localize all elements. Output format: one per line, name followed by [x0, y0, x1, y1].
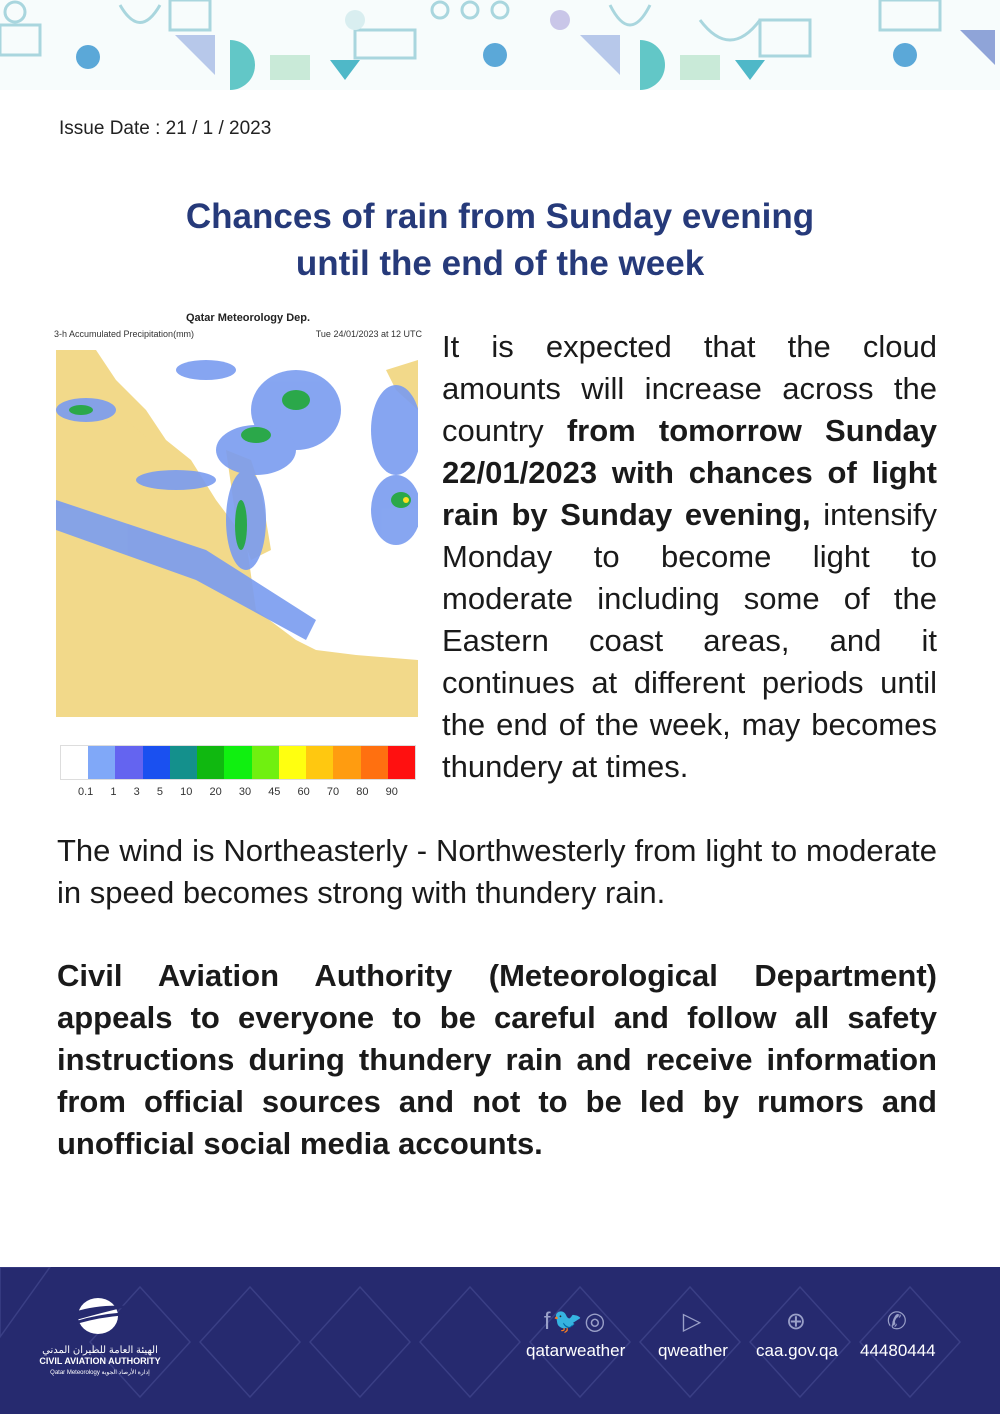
logo-english: CIVIL AVIATION AUTHORITY [39, 1356, 161, 1366]
legend-swatch [115, 746, 143, 779]
wind-paragraph: The wind is Northeasterly - Northwesterl… [57, 833, 937, 910]
footer: الهيئة العامة للطيران المدني CIVIL AVIAT… [0, 1267, 1000, 1414]
legend-swatch [360, 746, 388, 779]
contact-label: qatarweather [526, 1341, 626, 1360]
legend-label: 10 [180, 786, 193, 798]
legend-swatch [333, 746, 361, 779]
legend-swatch [197, 746, 225, 779]
legend-swatch [224, 746, 252, 779]
contact-label: qweather [658, 1341, 728, 1360]
legend-label: 30 [238, 786, 252, 798]
contact-website[interactable]: ⊕ caa.gov.qa [756, 1307, 838, 1361]
contact-phone[interactable]: ✆ 44480444 [860, 1307, 936, 1361]
title-line-2: until the end of the week [295, 244, 705, 283]
precipitation-map [56, 350, 418, 717]
contact-label: caa.gov.qa [756, 1341, 838, 1360]
caa-globe-logo-icon [74, 1298, 130, 1334]
app-store-icons: ▷ [682, 1308, 704, 1335]
globe-icon: ⊕ [785, 1308, 809, 1335]
forecast-text-a: It is expected that the cloud amounts wi… [442, 329, 937, 448]
logo-subtitle: Qatar Meteorology إدارة الأرصاد الجوية [50, 1370, 150, 1376]
legend-swatch [61, 746, 89, 779]
page-title: Chances of rain from Sunday evening unti… [0, 193, 1000, 287]
legend-label: 5 [156, 786, 163, 798]
caa-logo: الهيئة العامة للطيران المدني CIVIL AVIAT… [30, 1292, 170, 1376]
map-subtitle-left: 3-h Accumulated Precipitation(mm) [54, 329, 195, 339]
map-header: Qatar Meteorology Dep. 3-h Accumulated P… [54, 312, 422, 339]
legend-swatch [88, 746, 116, 779]
forecast-text-bold: from tomorrow Sunday 22/01/2023 with cha… [442, 413, 937, 532]
safety-appeal-paragraph: Civil Aviation Authority (Meteorological… [57, 958, 937, 1161]
pattern-graphic [0, 0, 1000, 90]
legend-swatch [387, 746, 416, 779]
forecast-text-b: intensify Monday to become light to mode… [442, 497, 937, 784]
contact-label: 44480444 [860, 1341, 936, 1360]
issue-date: Issue Date : 21 / 1 / 2023 [59, 118, 272, 139]
legend-label: 45 [268, 786, 281, 798]
title-line-1: Chances of rain from Sunday evening [185, 197, 815, 236]
map-subtitle-right: Tue 24/01/2023 at 12 UTC [315, 329, 422, 339]
forecast-paragraph: It is expected that the cloud amounts wi… [442, 326, 937, 788]
contact-app[interactable]: ▷ qweather [658, 1307, 728, 1361]
social-media-icons: f🐦◎ [543, 1308, 608, 1335]
precipitation-legend-bar [60, 745, 416, 780]
legend-label: 60 [297, 786, 310, 798]
legend-swatch [278, 746, 307, 779]
logo-arabic: الهيئة العامة للطيران المدني [42, 1345, 158, 1356]
map-title: Qatar Meteorology Dep. [185, 312, 311, 324]
legend-label: 3 [133, 786, 140, 798]
legend-swatch [306, 746, 334, 779]
legend-swatch [169, 746, 198, 779]
legend-label: 90 [385, 786, 398, 798]
legend-label: 70 [326, 786, 340, 798]
legend-labels: 0.1 1 3 5 10 20 30 45 60 70 80 90 [78, 786, 398, 798]
contact-social[interactable]: f🐦◎ qatarweather [526, 1307, 625, 1361]
decorative-header-banner [0, 0, 1000, 90]
legend-swatch [142, 746, 170, 779]
legend-swatch [251, 746, 279, 779]
phone-icon: ✆ [886, 1308, 909, 1335]
legend-label: 80 [356, 786, 369, 798]
legend-label: 20 [209, 786, 222, 798]
legend-label: 0.1 [78, 786, 94, 798]
legend-label: 1 [110, 786, 117, 798]
